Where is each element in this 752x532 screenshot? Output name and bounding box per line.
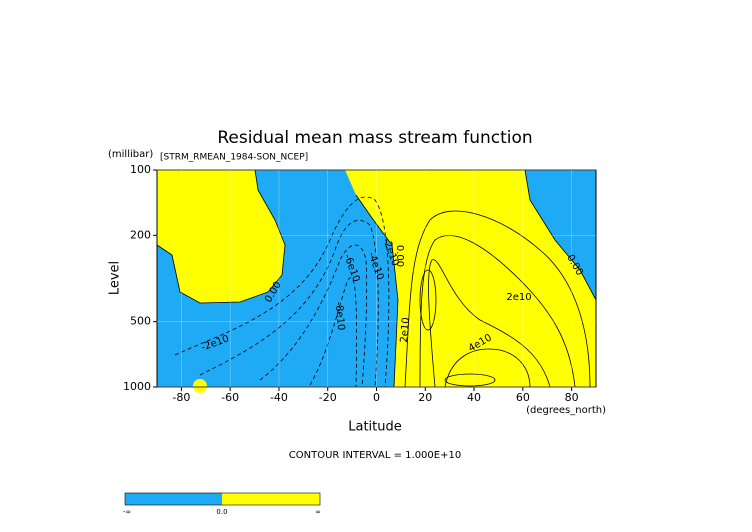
subtitle: [STRM_RMEAN_1984-SON_NCEP] — [160, 153, 308, 163]
x-tick-label: 80 — [565, 391, 579, 404]
x-tick-label: 0 — [373, 391, 380, 404]
x-tick-label: 60 — [516, 391, 530, 404]
positive-region — [193, 379, 207, 393]
colorbar-swatch — [125, 493, 222, 505]
contour-label: 0.00 — [394, 245, 405, 267]
positive-region — [157, 170, 285, 303]
contour-label: 2e10 — [399, 317, 412, 343]
y-tick-label: 500 — [130, 315, 151, 328]
x-tick-label: -40 — [270, 391, 288, 404]
contour-label: -8e10 — [333, 301, 346, 331]
colorbar-swatch — [222, 493, 320, 505]
colorbar-label: ∞ — [315, 508, 321, 516]
contour-label: 2e10 — [506, 292, 531, 303]
x-tick-label: -20 — [319, 391, 337, 404]
y-tick-label: 1000 — [123, 380, 151, 393]
x-tick-label: 40 — [467, 391, 481, 404]
colorbar-label: 0.0 — [216, 508, 227, 516]
y-unit: (millibar) — [108, 149, 153, 160]
colorbar-frame — [124, 492, 321, 506]
contour-interval: CONTOUR INTERVAL = 1.000E+10 — [289, 450, 461, 461]
y-tick-label: 200 — [130, 228, 151, 241]
x-tick-label: 20 — [418, 391, 432, 404]
chart-title: Residual mean mass stream function — [217, 128, 532, 148]
x-tick-label: -80 — [172, 391, 190, 404]
colorbar-label: -∞ — [123, 508, 131, 516]
x-axis-label: Latitude — [348, 420, 402, 435]
y-tick-label: 100 — [130, 163, 151, 176]
x-unit: (degrees_north) — [526, 405, 606, 416]
x-tick-label: -60 — [221, 391, 239, 404]
y-axis-label: Level — [108, 261, 123, 295]
contour-lines — [156, 169, 597, 388]
